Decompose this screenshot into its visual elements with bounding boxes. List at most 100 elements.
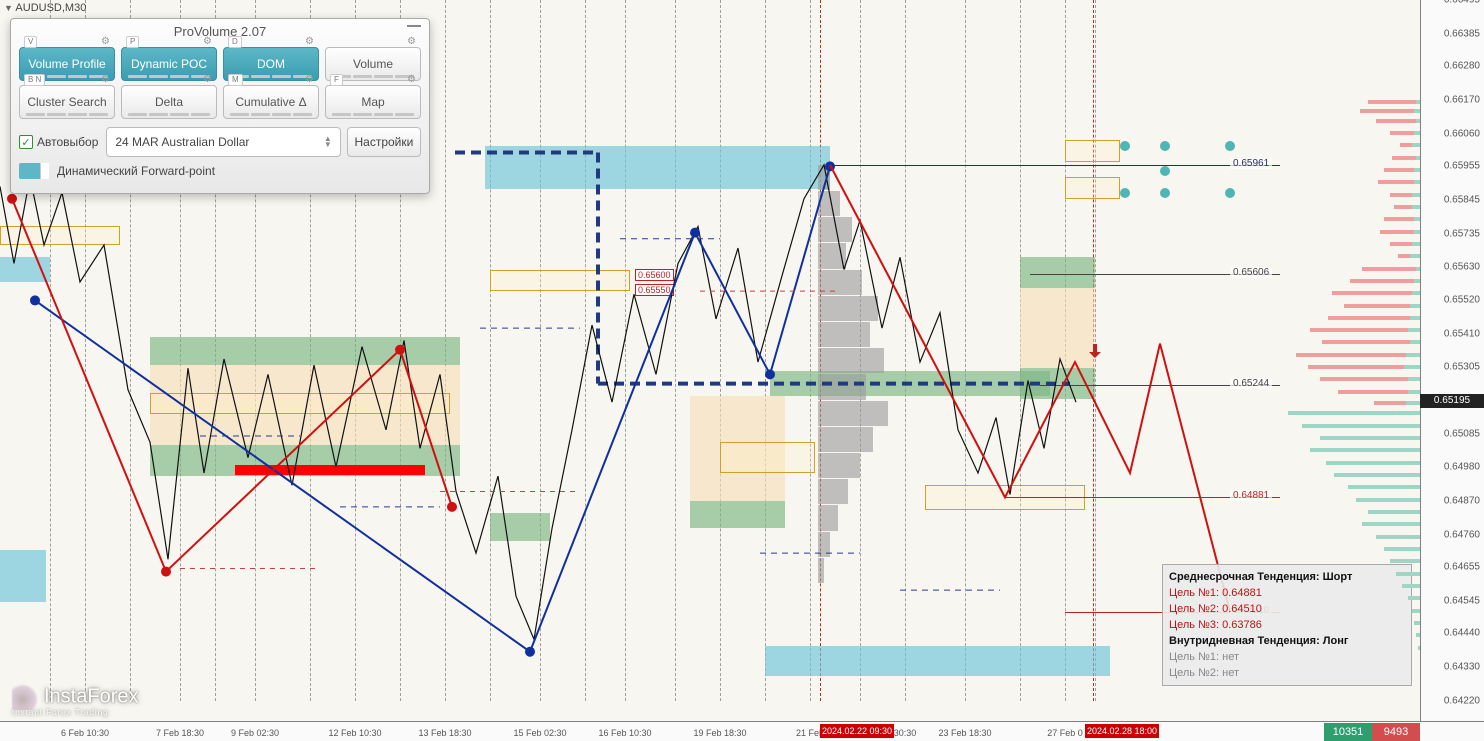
teal-dot bbox=[1225, 188, 1235, 198]
gear-icon[interactable]: ⚙ bbox=[101, 36, 110, 47]
zone bbox=[770, 371, 1050, 396]
instrument-select[interactable]: 24 MAR Australian Dollar ▲▼ bbox=[106, 127, 340, 157]
mini-profile-bar bbox=[818, 532, 830, 557]
mini-profile-bar bbox=[818, 427, 873, 452]
current-price-marker: 0.65195 bbox=[1420, 394, 1484, 408]
gear-icon[interactable]: ⚙ bbox=[305, 36, 314, 47]
vp-bar-pos bbox=[1412, 242, 1420, 246]
vp-bar-neg bbox=[1322, 340, 1420, 344]
gear-icon[interactable]: ⚙ bbox=[407, 36, 416, 47]
panel-title[interactable]: ProVolume 2.07 bbox=[11, 19, 429, 45]
vp-bar-pos bbox=[1390, 559, 1420, 563]
forward-point-toggle[interactable] bbox=[19, 163, 49, 179]
flame-icon bbox=[12, 684, 38, 710]
price-tick: 0.66060 bbox=[1444, 129, 1480, 140]
price-line-label: 0.65961 bbox=[1230, 158, 1272, 169]
provolume-panel[interactable]: ProVolume 2.07 Volume ProfileV⚙Dynamic P… bbox=[10, 18, 430, 194]
button-label: Map bbox=[361, 95, 384, 109]
row2-btn-3[interactable]: MapF⚙ bbox=[325, 85, 421, 119]
vp-bar-neg bbox=[1362, 267, 1420, 271]
grid-line bbox=[625, 0, 626, 701]
zone bbox=[485, 146, 830, 189]
grid-line bbox=[490, 0, 491, 701]
hotkey-badge: P bbox=[126, 36, 139, 48]
price-line-label: 0.65606 bbox=[1230, 267, 1272, 278]
mini-profile-bar bbox=[818, 558, 824, 583]
row2-btn-2[interactable]: Cumulative ΔM⚙ bbox=[223, 85, 319, 119]
mini-profile-bar bbox=[818, 243, 846, 268]
vp-bar-pos bbox=[1412, 143, 1420, 147]
brand-text: InstaForex bbox=[44, 685, 138, 707]
rect-level bbox=[720, 442, 815, 473]
vp-bar-pos bbox=[1368, 510, 1420, 514]
auto-select-checkbox[interactable]: ✓ bbox=[19, 135, 33, 149]
vp-bar-neg bbox=[1344, 304, 1420, 308]
vp-bar-pos bbox=[1302, 424, 1420, 428]
grid-line bbox=[765, 0, 766, 701]
hotkey-badge: D bbox=[228, 36, 242, 48]
panel-row-2: Cluster SearchB N⚙Delta⚙Cumulative ΔM⚙Ma… bbox=[11, 83, 429, 121]
vp-bar-pos bbox=[1356, 498, 1420, 502]
rect-level bbox=[490, 270, 630, 292]
vp-bar-pos bbox=[1408, 596, 1420, 600]
watermark: InstaForex Instant Forex Trading bbox=[12, 684, 138, 717]
row2-btn-1[interactable]: Delta⚙ bbox=[121, 85, 217, 119]
vp-bar-pos bbox=[1414, 230, 1420, 234]
button-label: Delta bbox=[155, 95, 183, 109]
intra-target-2: Цель №2: нет bbox=[1169, 665, 1405, 681]
grid-line bbox=[810, 0, 811, 701]
vp-bar-pos bbox=[1410, 316, 1420, 320]
grid-line bbox=[720, 0, 721, 701]
settings-button[interactable]: Настройки bbox=[347, 127, 421, 157]
gear-icon[interactable]: ⚙ bbox=[305, 74, 314, 85]
symbol-label[interactable]: AUDUSD,M30 bbox=[4, 2, 86, 14]
vp-bar-pos bbox=[1414, 217, 1420, 221]
price-tick: 0.64440 bbox=[1444, 628, 1480, 639]
minimize-icon[interactable] bbox=[407, 25, 421, 27]
mini-profile-bar bbox=[818, 165, 830, 190]
grid-line bbox=[675, 0, 676, 701]
button-label: Volume Profile bbox=[28, 57, 105, 71]
vp-bar-neg bbox=[1376, 119, 1420, 123]
vp-bar-neg bbox=[1310, 328, 1420, 332]
vp-bar-pos bbox=[1408, 377, 1420, 381]
vp-bar-pos bbox=[1412, 193, 1420, 197]
vp-bar-pos bbox=[1320, 436, 1420, 440]
time-tick: 30:30 bbox=[894, 728, 917, 738]
zone bbox=[0, 257, 50, 282]
vp-bar-pos bbox=[1412, 609, 1420, 613]
price-tick: 0.64870 bbox=[1444, 495, 1480, 506]
vp-bar-pos bbox=[1416, 156, 1420, 160]
vp-bar-pos bbox=[1416, 119, 1420, 123]
vp-bar-pos bbox=[1334, 473, 1420, 477]
grid-line bbox=[540, 0, 541, 701]
select-arrows-icon: ▲▼ bbox=[324, 136, 332, 148]
gear-icon[interactable]: ⚙ bbox=[407, 74, 416, 85]
button-label: Cumulative Δ bbox=[235, 95, 306, 109]
price-tick: 0.64980 bbox=[1444, 461, 1480, 472]
zone bbox=[690, 501, 785, 529]
price-tick: 0.65305 bbox=[1444, 361, 1480, 372]
zone bbox=[150, 337, 460, 365]
grid-line bbox=[965, 0, 966, 701]
vp-bar-pos bbox=[1414, 180, 1420, 184]
button-label: Dynamic POC bbox=[131, 57, 207, 71]
price-tick: 0.64220 bbox=[1444, 696, 1480, 707]
mini-profile-bar bbox=[818, 401, 888, 426]
row2-btn-0[interactable]: Cluster SearchB N⚙ bbox=[19, 85, 115, 119]
vp-bar-pos bbox=[1410, 304, 1420, 308]
vp-bar-pos bbox=[1376, 535, 1420, 539]
vp-bar-neg bbox=[1368, 100, 1420, 104]
gear-icon[interactable]: ⚙ bbox=[203, 36, 212, 47]
panel-row-1: Volume ProfileV⚙Dynamic POCP⚙DOMD⚙Volume… bbox=[11, 45, 429, 83]
gear-icon[interactable]: ⚙ bbox=[101, 74, 110, 85]
price-tick: 0.65410 bbox=[1444, 329, 1480, 340]
box-label: 0.65600 bbox=[635, 269, 674, 281]
auto-select-row: ✓ Автовыбор 24 MAR Australian Dollar ▲▼ … bbox=[11, 121, 429, 159]
gear-icon[interactable]: ⚙ bbox=[203, 74, 212, 85]
vp-bar-pos bbox=[1416, 100, 1420, 104]
teal-dot bbox=[1120, 188, 1130, 198]
panel-title-text: ProVolume 2.07 bbox=[174, 24, 267, 39]
hotkey-badge: F bbox=[330, 74, 343, 86]
vp-bar-pos bbox=[1410, 254, 1420, 258]
